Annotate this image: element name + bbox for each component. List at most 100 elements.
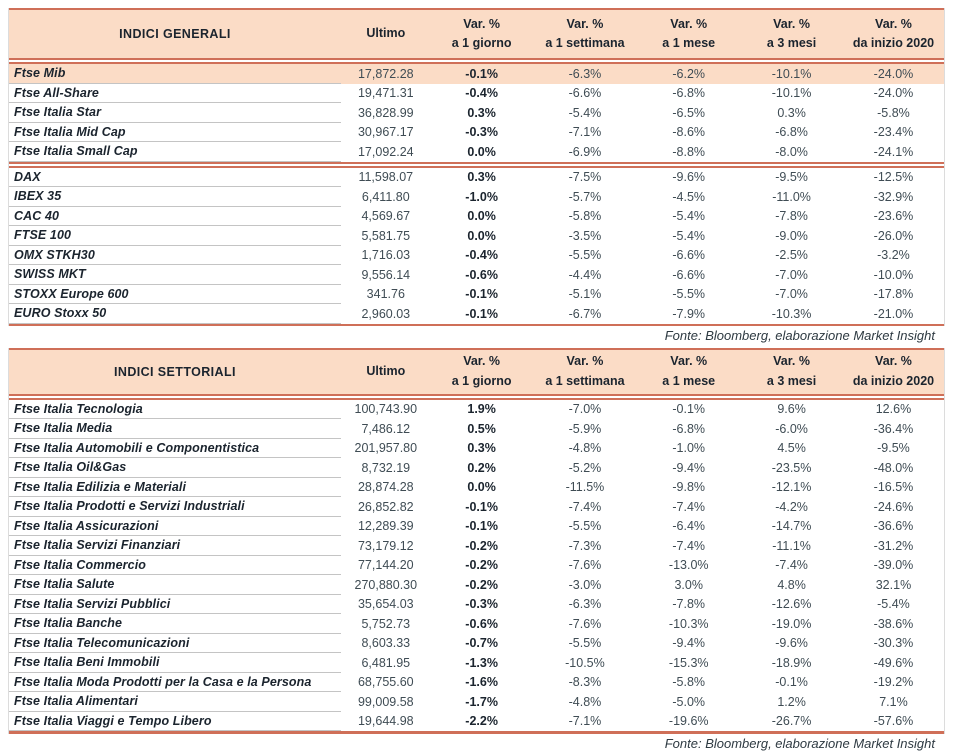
var-value: -12.6% bbox=[771, 597, 812, 612]
ultimo-value: 19,471.31 bbox=[357, 86, 414, 101]
ultimo-value: 7,486.12 bbox=[361, 421, 411, 436]
var-value: -0.4% bbox=[465, 86, 498, 101]
var-value: -24.0% bbox=[873, 86, 914, 101]
var-value: -5.0% bbox=[672, 694, 706, 709]
var-value: -3.2% bbox=[877, 248, 910, 263]
index-name: Ftse Italia Salute bbox=[9, 575, 341, 595]
table-row: Ftse Italia Salute 270,880.30 -0.2% -3.0% 3.… bbox=[9, 575, 944, 595]
var-value: 1.2% bbox=[777, 694, 806, 709]
table-top-border bbox=[9, 347, 944, 350]
index-name: CAC 40 bbox=[9, 207, 341, 226]
var-value: -5.1% bbox=[568, 287, 602, 302]
table-row: Ftse Italia Moda Prodotti per la Casa e … bbox=[9, 673, 944, 692]
ultimo-value: 5,752.73 bbox=[361, 616, 411, 631]
ultimo-value: 4,569.67 bbox=[361, 209, 411, 224]
var-value: -12.5% bbox=[873, 170, 914, 185]
table-row: IBEX 35 6,411.80 -1.0% -5.7% -4.5% -11.0% -32.… bbox=[9, 187, 944, 207]
var-value: -32.9% bbox=[873, 189, 914, 204]
var-value: -39.0% bbox=[873, 558, 914, 573]
header-separator bbox=[9, 393, 944, 400]
table-row: Ftse Italia Small Cap 17,092.24 0.0% -6.9% -… bbox=[9, 142, 944, 162]
table-row: Ftse Italia Servizi Finanziari 73,179.12 -… bbox=[9, 536, 944, 556]
var-value: -15.3% bbox=[668, 655, 709, 670]
var-value: -0.6% bbox=[465, 616, 498, 631]
var-value: -11.5% bbox=[565, 480, 605, 495]
var-value: -5.2% bbox=[568, 460, 602, 475]
table-body: Ftse Mib 17,872.28 -0.1% -6.3% -6.2% -10.1% -2… bbox=[9, 64, 944, 324]
index-name: Ftse Italia Edilizia e Materiali bbox=[9, 478, 341, 497]
header-line: Var. % bbox=[566, 16, 604, 31]
var-value: -7.0% bbox=[568, 402, 602, 417]
var-value: -5.4% bbox=[877, 597, 910, 612]
var-value: -0.2% bbox=[465, 558, 498, 573]
table-bottom-border bbox=[9, 731, 944, 734]
var-value: -6.2% bbox=[672, 66, 706, 81]
var-value: -5.8% bbox=[672, 675, 706, 690]
index-name: Ftse Italia Oil&Gas bbox=[9, 458, 341, 478]
var-value: -1.0% bbox=[672, 441, 706, 456]
ultimo-value: 6,411.80 bbox=[361, 189, 410, 204]
var-value: -4.2% bbox=[775, 499, 808, 514]
header-line: Var. % bbox=[773, 354, 810, 369]
ultimo-value: 30,967.17 bbox=[357, 125, 414, 140]
var-value: -5.5% bbox=[568, 519, 602, 534]
table-row: Ftse Italia Banche 5,752.73 -0.6% -7.6% -10.… bbox=[9, 614, 944, 634]
var-value: -14.7% bbox=[771, 519, 812, 534]
column-header-var-inizio-2020: Var. % da inizio 2020 bbox=[843, 352, 944, 391]
var-value: -6.9% bbox=[568, 144, 602, 159]
var-value: 0.5% bbox=[467, 421, 496, 436]
var-value: -1.0% bbox=[465, 189, 498, 204]
index-name: FTSE 100 bbox=[9, 226, 341, 246]
var-value: -4.5% bbox=[672, 189, 706, 204]
var-value: -7.1% bbox=[568, 125, 602, 140]
var-value: 0.0% bbox=[467, 209, 496, 224]
ultimo-value: 35,654.03 bbox=[357, 597, 414, 612]
ultimo-value: 1,716.03 bbox=[361, 248, 411, 263]
var-value: -24.6% bbox=[873, 499, 914, 514]
var-value: -1.3% bbox=[465, 655, 498, 670]
var-value: -23.4% bbox=[873, 125, 914, 140]
table-row: Ftse Italia Commercio 77,144.20 -0.2% -7.6%… bbox=[9, 556, 944, 575]
var-value: -7.0% bbox=[775, 267, 808, 282]
var-value: -0.3% bbox=[465, 597, 498, 612]
table-row: Ftse Italia Prodotti e Servizi Industria… bbox=[9, 497, 944, 517]
table-row: FTSE 100 5,581.75 0.0% -3.5% -5.4% -9.0% -26.0… bbox=[9, 226, 944, 246]
column-header-var-1-giorno: Var. % a 1 giorno bbox=[431, 15, 533, 54]
ultimo-value: 6,481.95 bbox=[361, 655, 411, 670]
var-value: -0.4% bbox=[465, 248, 498, 263]
var-value: -5.8% bbox=[568, 209, 602, 224]
var-value: -5.7% bbox=[568, 189, 602, 204]
header-line: Var. % bbox=[670, 16, 708, 31]
header-line: Var. % bbox=[566, 354, 604, 369]
index-name: Ftse Italia Banche bbox=[9, 614, 341, 634]
index-name: Ftse Italia Servizi Pubblici bbox=[9, 595, 341, 614]
header-line: a 3 mesi bbox=[766, 373, 817, 388]
var-value: -6.5% bbox=[672, 105, 706, 120]
table-row: Ftse Mib 17,872.28 -0.1% -6.3% -6.2% -10.1% -2… bbox=[9, 64, 944, 84]
var-value: -7.6% bbox=[568, 558, 602, 573]
header-line: Var. % bbox=[463, 16, 501, 31]
var-value: 4.5% bbox=[777, 441, 806, 456]
var-value: -7.8% bbox=[775, 209, 808, 224]
var-value: -6.6% bbox=[672, 267, 706, 282]
table-bottom-border bbox=[9, 323, 944, 326]
ultimo-value: 28,874.28 bbox=[357, 480, 414, 495]
var-value: -11.1% bbox=[772, 538, 811, 553]
table-header-row: INDICI GENERALI Ultimo Var. % a 1 giorno… bbox=[9, 10, 944, 58]
column-header-ultimo: Ultimo bbox=[366, 26, 406, 41]
var-value: -0.1% bbox=[672, 402, 706, 417]
var-value: -7.4% bbox=[672, 538, 706, 553]
ultimo-value: 5,581.75 bbox=[361, 228, 411, 243]
var-value: 0.2% bbox=[467, 460, 496, 475]
var-value: -21.0% bbox=[873, 306, 914, 321]
var-value: -19.6% bbox=[668, 714, 709, 729]
column-header-var-1-settimana: Var. % a 1 settimana bbox=[533, 352, 638, 391]
var-value: -9.8% bbox=[672, 480, 706, 495]
table-indici-settoriali: INDICI SETTORIALI Ultimo Var. % a 1 gior… bbox=[8, 347, 945, 734]
var-value: -17.8% bbox=[873, 287, 914, 302]
header-line: Var. % bbox=[670, 354, 708, 369]
var-value: -24.0% bbox=[873, 66, 914, 81]
table-row: Ftse Italia Viaggi e Tempo Libero 19,644.… bbox=[9, 712, 944, 731]
ultimo-value: 8,732.19 bbox=[361, 460, 411, 475]
table-top-border bbox=[9, 8, 944, 10]
